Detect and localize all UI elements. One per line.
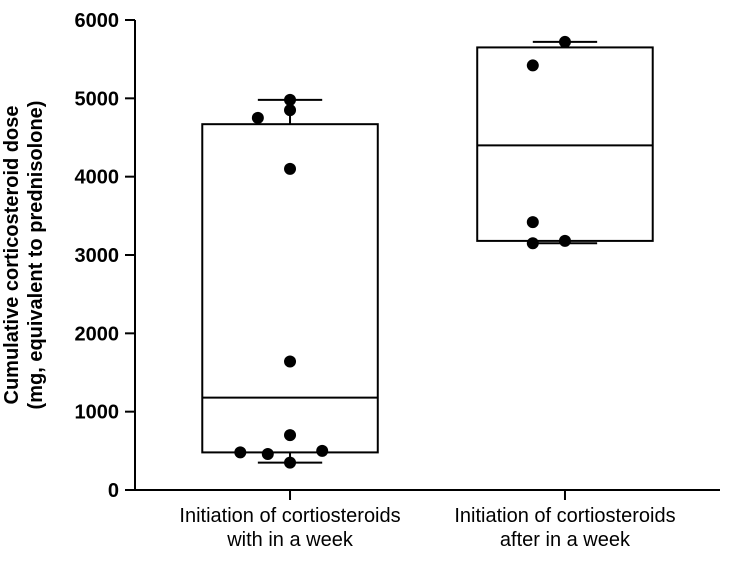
svg-text:(mg, equivalent to prednisolon: (mg, equivalent to prednisolone) (25, 101, 47, 410)
x-category-label-line2: with in a week (226, 529, 354, 551)
box (477, 47, 652, 240)
data-point (262, 448, 274, 460)
x-category-label-line2: after in a week (500, 529, 631, 551)
svg-text:Cumulative corticosteroid dose: Cumulative corticosteroid dose (1, 106, 23, 405)
data-point (559, 235, 571, 247)
data-point (284, 163, 296, 175)
data-point (234, 446, 246, 458)
y-tick-label: 0 (108, 480, 119, 502)
x-category-label-line1: Initiation of cortiosteroids (454, 505, 675, 527)
data-point (252, 112, 264, 124)
data-point (284, 457, 296, 469)
data-point (559, 36, 571, 48)
x-category-label-line1: Initiation of cortiosteroids (179, 505, 400, 527)
data-point (316, 445, 328, 457)
y-tick-label: 3000 (75, 245, 120, 267)
data-point (527, 216, 539, 228)
data-point (284, 429, 296, 441)
y-tick-label: 5000 (75, 88, 120, 110)
y-tick-label: 6000 (75, 10, 120, 32)
y-axis-label: Cumulative corticosteroid dose(mg, equiv… (1, 101, 47, 410)
data-point (284, 104, 296, 116)
y-tick-label: 1000 (75, 402, 120, 424)
data-point (284, 356, 296, 368)
data-point (527, 59, 539, 71)
data-point (527, 237, 539, 249)
y-tick-label: 2000 (75, 323, 120, 345)
y-tick-label: 4000 (75, 167, 120, 189)
chart-svg: 0 1000 2000 3000 4000 5000 6000 Cumulative cort… (0, 0, 750, 586)
boxplot-chart: 0 1000 2000 3000 4000 5000 6000 Cumulative cort… (0, 0, 750, 586)
